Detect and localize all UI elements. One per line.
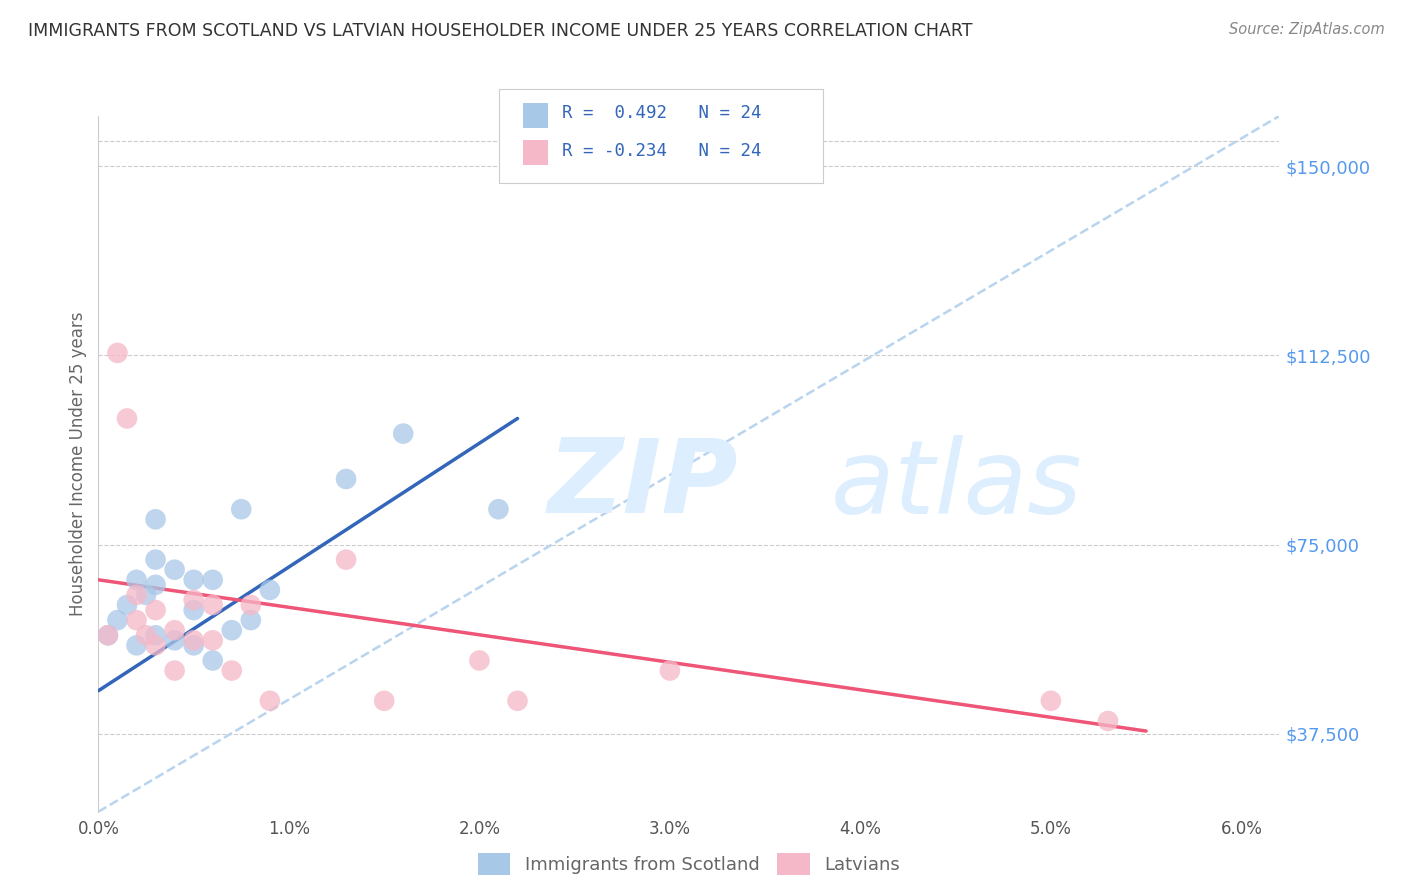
Point xyxy=(239,598,262,612)
Point xyxy=(125,638,148,652)
Point xyxy=(468,653,491,667)
Text: Source: ZipAtlas.com: Source: ZipAtlas.com xyxy=(1229,22,1385,37)
Point xyxy=(125,613,148,627)
Point xyxy=(183,603,205,617)
Point xyxy=(107,346,129,360)
Point xyxy=(506,694,529,708)
Point xyxy=(221,624,243,638)
Point xyxy=(221,664,243,678)
Point xyxy=(201,633,224,648)
Legend: Immigrants from Scotland, Latvians: Immigrants from Scotland, Latvians xyxy=(471,847,907,883)
Text: IMMIGRANTS FROM SCOTLAND VS LATVIAN HOUSEHOLDER INCOME UNDER 25 YEARS CORRELATIO: IMMIGRANTS FROM SCOTLAND VS LATVIAN HOUS… xyxy=(28,22,973,40)
Point xyxy=(335,552,357,566)
Point xyxy=(1039,694,1062,708)
Point xyxy=(373,694,395,708)
Point xyxy=(107,613,129,627)
Point xyxy=(97,628,120,642)
Point xyxy=(201,653,224,667)
Point xyxy=(335,472,357,486)
Point xyxy=(163,563,186,577)
Point xyxy=(135,588,157,602)
Point xyxy=(145,552,167,566)
Point xyxy=(658,664,681,678)
Point xyxy=(239,613,262,627)
Point xyxy=(488,502,510,516)
Text: atlas: atlas xyxy=(831,434,1083,534)
Point xyxy=(183,573,205,587)
Point xyxy=(259,694,281,708)
Point xyxy=(183,633,205,648)
Point xyxy=(115,411,138,425)
Point xyxy=(231,502,253,516)
Point xyxy=(183,593,205,607)
Point xyxy=(145,638,167,652)
Point xyxy=(97,628,120,642)
Point xyxy=(163,633,186,648)
Point xyxy=(1097,714,1119,728)
Point xyxy=(163,624,186,638)
Text: R = -0.234   N = 24: R = -0.234 N = 24 xyxy=(562,142,762,160)
Text: R =  0.492   N = 24: R = 0.492 N = 24 xyxy=(562,104,762,122)
Point xyxy=(259,582,281,597)
Text: ZIP: ZIP xyxy=(547,434,738,535)
Point xyxy=(392,426,415,441)
Point xyxy=(125,573,148,587)
Point xyxy=(201,573,224,587)
Point xyxy=(135,628,157,642)
Point xyxy=(145,578,167,592)
Point xyxy=(125,588,148,602)
Y-axis label: Householder Income Under 25 years: Householder Income Under 25 years xyxy=(69,311,87,616)
Point xyxy=(145,603,167,617)
Point xyxy=(145,512,167,526)
Point xyxy=(163,664,186,678)
Point xyxy=(145,628,167,642)
Point xyxy=(115,598,138,612)
Point xyxy=(183,638,205,652)
Point xyxy=(201,598,224,612)
